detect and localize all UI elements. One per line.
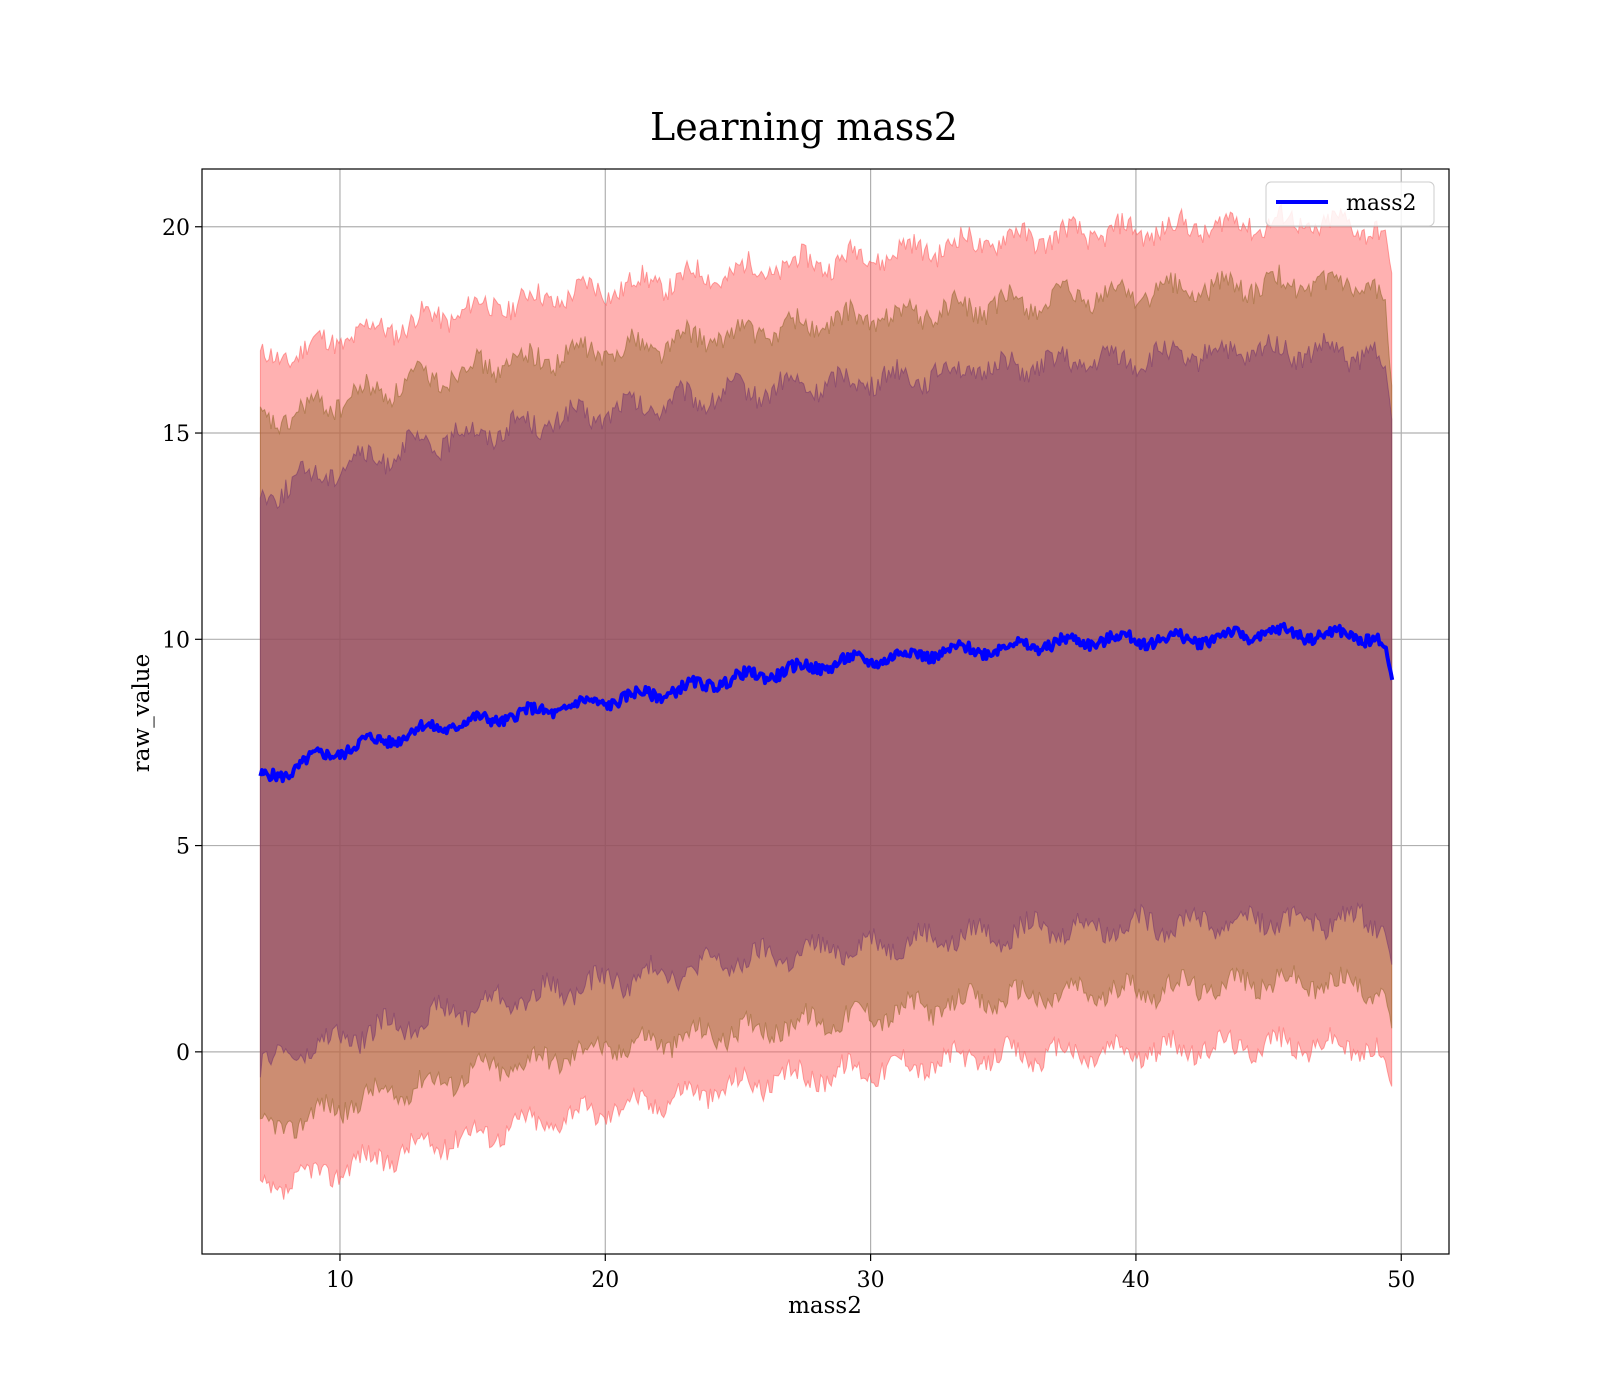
series-line-mass2 <box>258 621 1395 784</box>
axis-ticks: 10 20 30 40 50 0 5 10 15 20 <box>162 216 1415 1293</box>
chart-title: Learning mass2 <box>650 105 958 149</box>
y-tick-label: 0 <box>176 1041 190 1066</box>
y-axis-label: raw_value <box>129 654 155 772</box>
legend-box <box>1265 181 1435 227</box>
x-tick-label: 10 <box>326 1268 354 1293</box>
series-lines <box>258 621 1395 784</box>
legend: mass2 <box>1265 181 1435 227</box>
x-tick-label: 30 <box>857 1268 885 1293</box>
band-3 <box>259 332 1393 1078</box>
y-tick-label: 5 <box>176 835 190 860</box>
y-tick-label: 15 <box>162 422 190 447</box>
x-tick-label: 20 <box>591 1268 619 1293</box>
x-tick-label: 40 <box>1122 1268 1150 1293</box>
x-axis-label: mass2 <box>788 1293 862 1319</box>
y-tick-label: 10 <box>162 628 190 653</box>
confidence-bands <box>259 203 1393 1200</box>
y-tick-label: 20 <box>162 216 190 241</box>
x-tick-label: 50 <box>1387 1268 1415 1293</box>
plot-area-frame <box>201 168 1450 1255</box>
legend-label-mass2: mass2 <box>1346 191 1417 216</box>
